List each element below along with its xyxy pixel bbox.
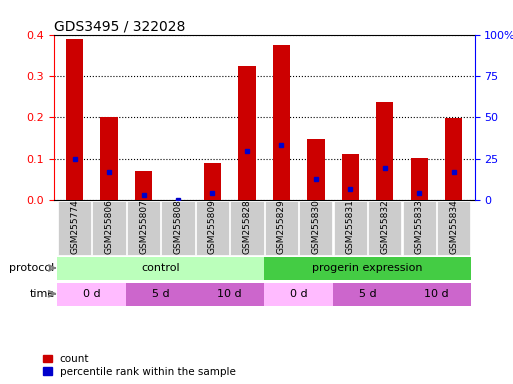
Bar	[445, 118, 462, 200]
FancyBboxPatch shape	[57, 257, 264, 280]
Text: GSM255807: GSM255807	[139, 199, 148, 254]
Bar	[239, 66, 255, 200]
FancyBboxPatch shape	[264, 283, 333, 306]
Bar	[101, 118, 117, 200]
Text: 5 d: 5 d	[152, 289, 170, 299]
Text: 5 d: 5 d	[359, 289, 377, 299]
FancyBboxPatch shape	[368, 202, 402, 255]
Bar	[342, 154, 359, 200]
Text: GSM255806: GSM255806	[105, 199, 113, 254]
FancyBboxPatch shape	[195, 283, 264, 306]
Text: time: time	[29, 289, 54, 299]
Bar	[273, 45, 290, 200]
Text: GSM255830: GSM255830	[311, 199, 321, 254]
FancyBboxPatch shape	[57, 283, 126, 306]
Text: progerin expression: progerin expression	[312, 263, 423, 273]
Text: control: control	[142, 263, 180, 273]
Bar	[66, 39, 83, 200]
Bar	[204, 163, 221, 200]
Text: 10 d: 10 d	[218, 289, 242, 299]
FancyBboxPatch shape	[402, 283, 471, 306]
Bar	[307, 139, 325, 200]
Text: 0 d: 0 d	[83, 289, 101, 299]
FancyBboxPatch shape	[127, 202, 160, 255]
Bar	[135, 171, 152, 200]
Bar	[376, 102, 393, 200]
FancyBboxPatch shape	[230, 202, 264, 255]
Text: GSM255829: GSM255829	[277, 200, 286, 254]
Text: GSM255809: GSM255809	[208, 199, 217, 254]
Text: GSM255808: GSM255808	[173, 199, 183, 254]
FancyBboxPatch shape	[126, 283, 195, 306]
Text: protocol: protocol	[9, 263, 54, 273]
FancyBboxPatch shape	[196, 202, 229, 255]
FancyBboxPatch shape	[162, 202, 194, 255]
Text: 0 d: 0 d	[290, 289, 307, 299]
Text: 10 d: 10 d	[424, 289, 449, 299]
Bar	[411, 158, 428, 200]
Text: GSM255832: GSM255832	[380, 200, 389, 254]
FancyBboxPatch shape	[92, 202, 126, 255]
Text: GSM255833: GSM255833	[415, 199, 424, 254]
FancyBboxPatch shape	[265, 202, 298, 255]
Text: GDS3495 / 322028: GDS3495 / 322028	[54, 20, 185, 33]
Text: GSM255828: GSM255828	[243, 200, 251, 254]
FancyBboxPatch shape	[334, 202, 367, 255]
FancyBboxPatch shape	[437, 202, 470, 255]
Text: GSM255774: GSM255774	[70, 200, 79, 254]
FancyBboxPatch shape	[403, 202, 436, 255]
FancyBboxPatch shape	[58, 202, 91, 255]
Text: GSM255834: GSM255834	[449, 200, 458, 254]
FancyBboxPatch shape	[300, 202, 332, 255]
Legend: count, percentile rank within the sample: count, percentile rank within the sample	[41, 352, 238, 379]
Text: GSM255831: GSM255831	[346, 199, 355, 254]
FancyBboxPatch shape	[264, 257, 471, 280]
FancyBboxPatch shape	[333, 283, 402, 306]
